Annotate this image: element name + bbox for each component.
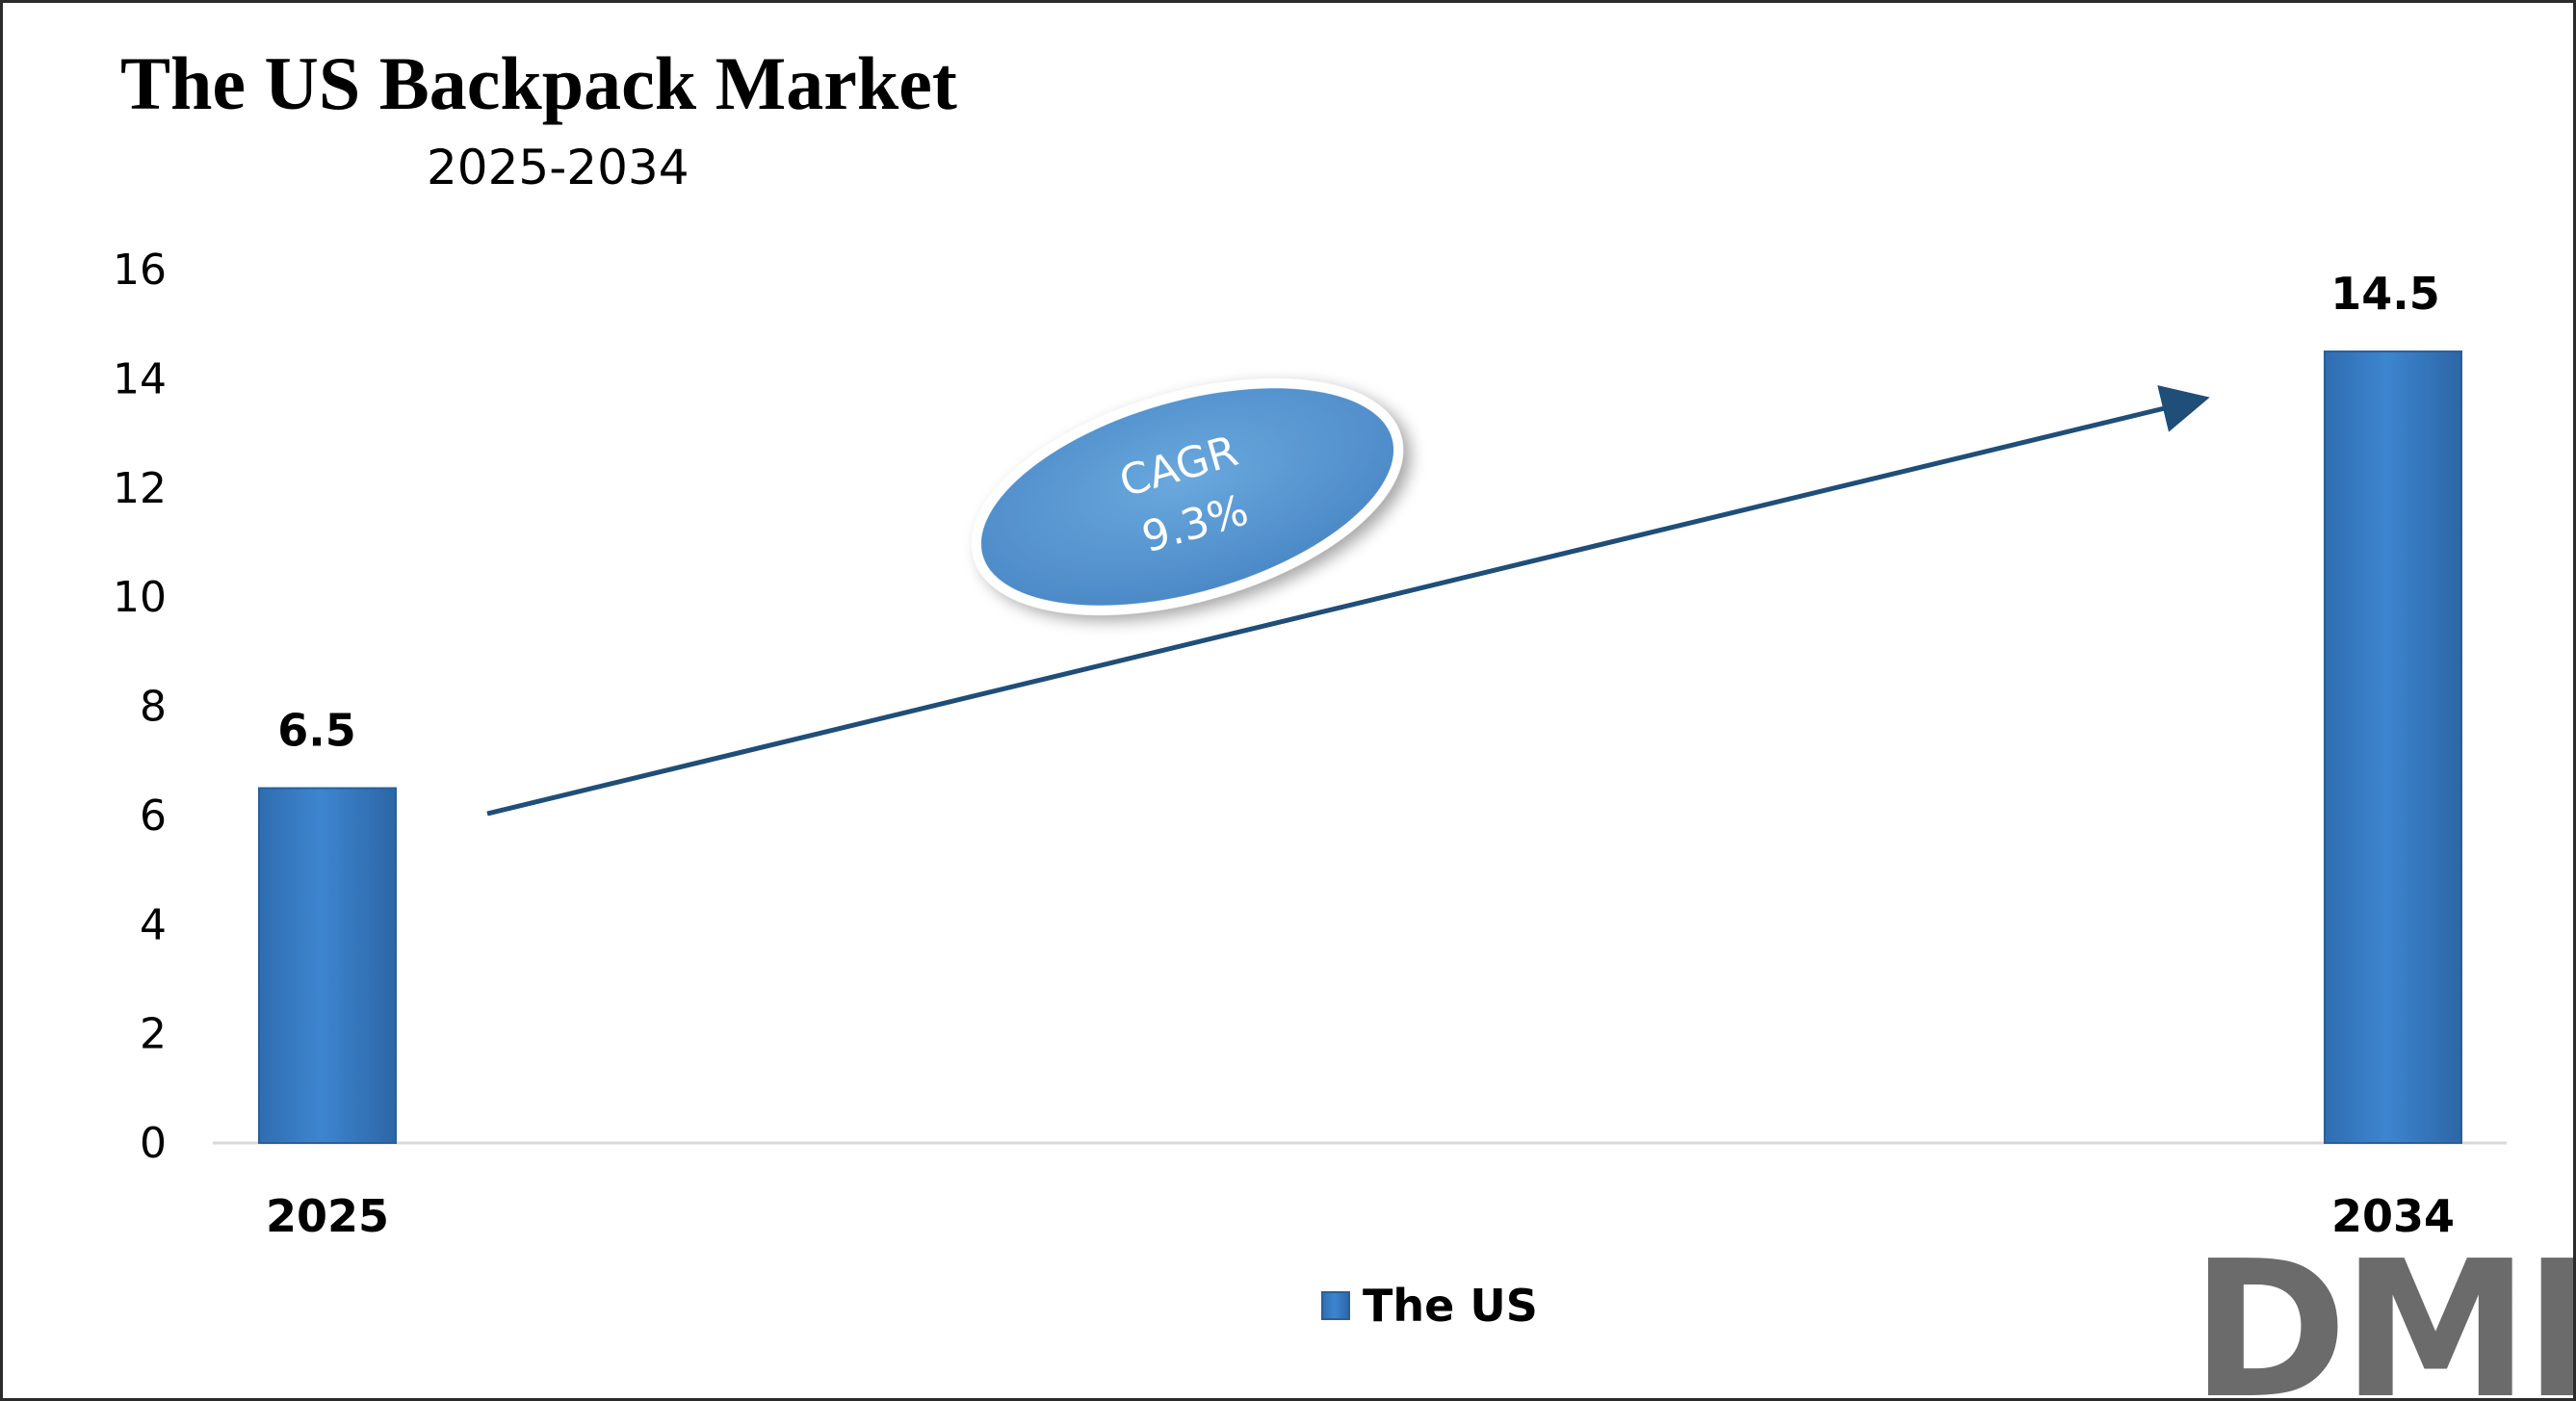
bar — [2324, 350, 2462, 1144]
data-labels: 6.5 14.5 — [277, 268, 2440, 757]
x-tick-label: 2034 — [2331, 1190, 2455, 1242]
cagr-callout: CAGR 9.3% — [971, 378, 1404, 615]
logo-text: DMR — [2191, 1221, 2573, 1398]
y-tick-label: 0 — [140, 1119, 167, 1168]
y-axis: 0 2 4 6 8 10 12 14 16 — [113, 246, 167, 1168]
legend: The US — [1321, 1280, 1538, 1332]
bar-series — [258, 350, 2462, 1144]
chart-subtitle: 2025-2034 — [427, 140, 690, 195]
data-label: 6.5 — [277, 705, 356, 757]
y-tick-label: 14 — [113, 354, 167, 403]
y-tick-label: 4 — [140, 900, 167, 949]
y-tick-label: 8 — [140, 683, 167, 732]
y-tick-label: 6 — [140, 791, 167, 841]
bar — [258, 787, 397, 1144]
data-label: 14.5 — [2330, 268, 2440, 320]
legend-swatch — [1321, 1291, 1350, 1320]
y-tick-label: 2 — [140, 1010, 167, 1059]
x-tick-label: 2025 — [266, 1190, 389, 1242]
legend-label: The US — [1363, 1280, 1538, 1332]
y-tick-label: 12 — [113, 464, 167, 513]
chart-title: The US Backpack Market — [120, 41, 957, 125]
chart-canvas: The US Backpack Market 2025-2034 0 2 4 6 8 10… — [113, 41, 2573, 1398]
cagr-ellipse — [971, 378, 1404, 615]
dmr-logo: DMR — [2191, 1221, 2573, 1398]
y-tick-label: 10 — [113, 573, 167, 622]
x-axis: 2025 2034 — [266, 1190, 2455, 1242]
trend-arrow — [486, 385, 2210, 817]
y-tick-label: 16 — [113, 246, 167, 295]
